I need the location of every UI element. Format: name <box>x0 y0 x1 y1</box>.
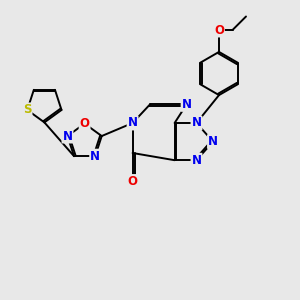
Text: N: N <box>208 135 218 148</box>
Text: S: S <box>23 103 32 116</box>
Text: N: N <box>90 150 100 163</box>
Text: N: N <box>62 130 73 142</box>
Text: N: N <box>191 154 202 167</box>
Text: O: O <box>214 23 224 37</box>
Text: O: O <box>80 117 90 130</box>
Text: N: N <box>128 116 138 130</box>
Text: O: O <box>128 175 138 188</box>
Text: N: N <box>191 116 202 130</box>
Text: N: N <box>182 98 192 111</box>
